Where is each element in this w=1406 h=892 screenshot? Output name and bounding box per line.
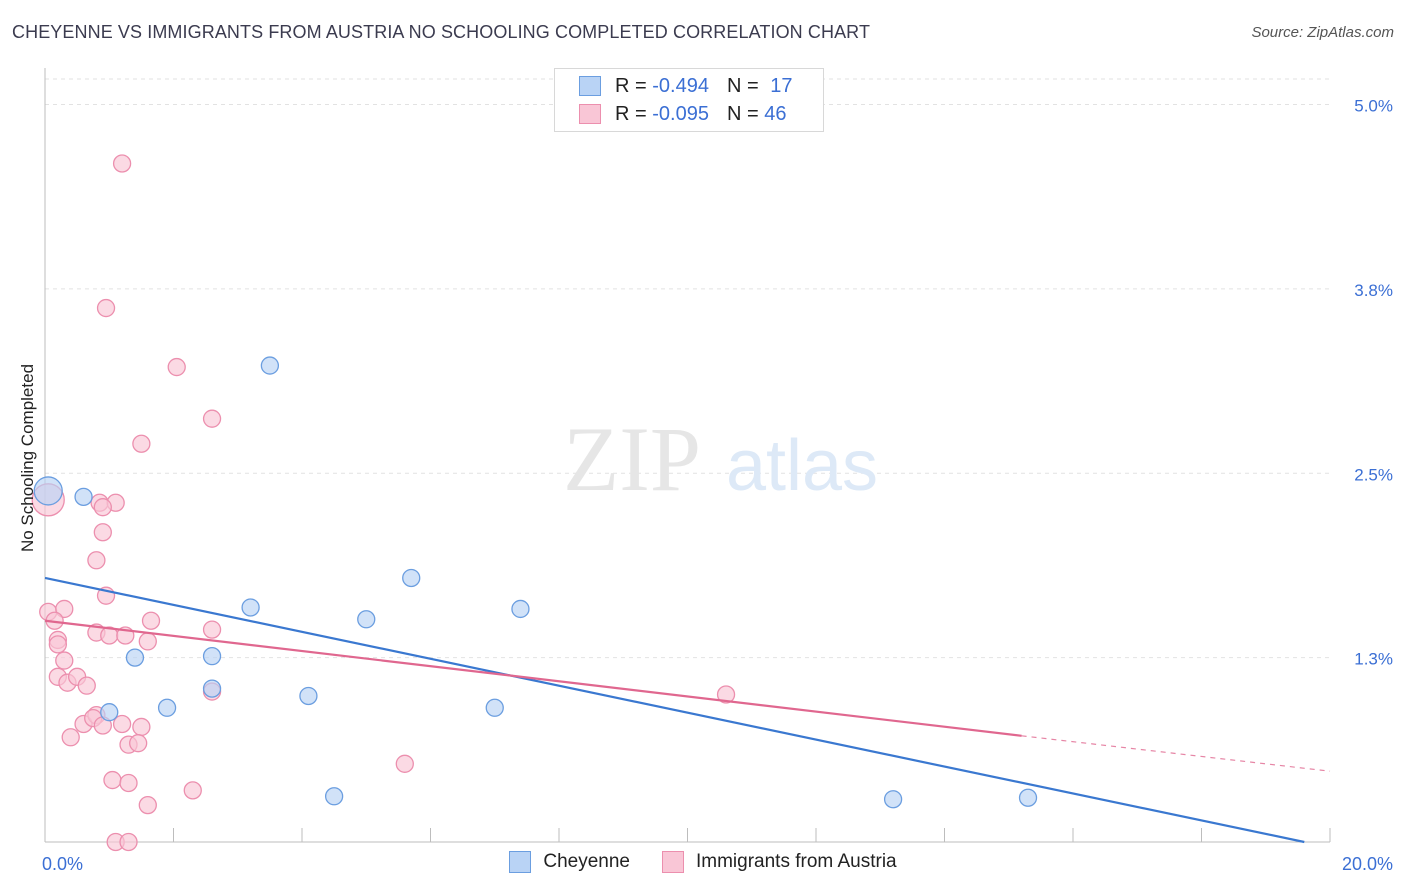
data-point [1018,788,1038,807]
watermark-atlas: atlas [726,426,878,506]
data-point [74,487,93,507]
data-point [395,754,414,773]
data-point [138,795,157,815]
legend-n-value: 46 [764,102,787,125]
legend-n-label: N = [726,102,759,125]
legend-label-cheyenne: Cheyenne [543,851,630,872]
data-point [357,610,376,629]
data-point [324,787,344,806]
data-point [33,476,63,506]
legend-swatch-cheyenne [509,851,532,873]
data-point [100,703,119,722]
legend-swatch-austria [579,104,601,124]
legend-r-label: R = [615,74,647,97]
trend-line-austria [44,619,1022,737]
legend-r-value: -0.494 [652,74,709,97]
data-point [241,598,260,617]
data-point [883,790,903,809]
data-point [402,568,421,588]
y-axis-label: No Schooling Completed [18,363,37,553]
data-point [132,717,151,737]
data-point [112,714,132,734]
data-point [112,154,132,173]
watermark-zip: ZIP [563,408,701,510]
legend-n-value: 17 [770,74,793,97]
data-point [103,770,122,790]
data-point [132,434,151,453]
legend-n-label: N = [726,74,759,97]
y-tick-label: 1.3% [1354,650,1393,669]
data-point [96,298,116,318]
tick-labels: 1.3% 2.5% 3.8% 5.0% 0.0% 20.0% [42,97,1393,875]
data-point [55,599,74,619]
legend-row-cheyenne: R = -0.494 N = 17 [579,73,792,99]
legend-item-austria[interactable]: Immigrants from Austria [662,851,897,873]
legend-row-austria: R = -0.095 N = 46 [579,101,786,127]
x-tick-label: 0.0% [42,854,83,874]
chart-title: CHEYENNE VS IMMIGRANTS FROM AUSTRIA NO S… [12,22,871,42]
data-point [48,635,67,654]
grid-lines [45,78,1330,659]
trend-line-austria-extrapolated [1021,735,1331,772]
data-point [93,523,112,542]
data-point [202,647,222,666]
data-point [55,651,74,670]
legend-swatch-austria [662,851,684,873]
y-tick-label: 3.8% [1354,281,1393,300]
data-point [202,679,222,698]
legend-item-cheyenne[interactable]: Cheyenne [509,851,630,873]
watermark: ZIP atlas [563,408,878,510]
data-point [485,698,504,717]
legend-label-austria: Immigrants from Austria [696,851,897,872]
data-point [299,686,318,706]
series-legend: Cheyenne Immigrants from Austria [0,851,1406,873]
data-point [119,832,138,852]
data-point [129,734,148,753]
legend-swatch-cheyenne [579,76,601,96]
data-point [93,498,112,517]
data-point [511,599,530,619]
data-point [141,611,161,630]
data-point [77,676,96,695]
data-point [183,781,202,800]
trend-line-cheyenne [44,576,1305,844]
data-point [61,728,80,747]
data-point [716,685,736,704]
trend-lines [44,576,1331,844]
y-tick-label: 2.5% [1354,465,1393,484]
data-point [167,357,186,377]
data-point [202,409,222,428]
x-tick-label: 20.0% [1342,854,1393,874]
data-point [125,648,145,667]
legend-r-value: -0.095 [652,102,709,125]
data-point [260,356,280,375]
legend-r-label: R = [615,102,647,125]
data-point [87,551,106,570]
y-tick-label: 5.0% [1354,97,1393,116]
data-point [202,620,222,639]
data-point [119,773,138,793]
data-point [138,632,157,651]
data-point [157,698,177,717]
series-cheyenne-points [33,356,1038,809]
source-label: Source: ZipAtlas.com [1251,24,1394,41]
stats-legend: R = -0.494 N = 17 R = -0.095 N = 46 [554,68,824,132]
axes [44,68,1331,843]
